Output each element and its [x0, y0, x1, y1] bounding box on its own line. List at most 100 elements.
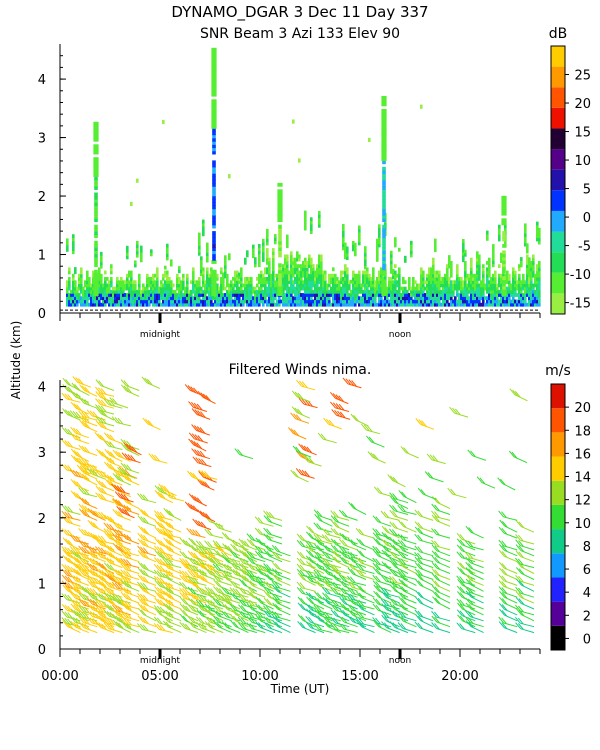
snr-cell: [202, 277, 205, 281]
wind-barb: [191, 424, 210, 436]
snr-cell: [136, 240, 139, 245]
snr-cell: [304, 217, 307, 221]
snr-cell: [94, 176, 98, 181]
snr-cell: [382, 211, 386, 216]
snr-cell: [206, 296, 209, 301]
snr-cell: [378, 270, 381, 275]
snr-cell: [394, 286, 397, 291]
snr-cell: [496, 299, 499, 304]
snr-cell: [134, 283, 137, 288]
wind-barb: [137, 567, 157, 580]
snr-cell: [312, 302, 315, 307]
snr-cell: [322, 273, 325, 278]
wind-barb: [120, 586, 140, 598]
snr-cell: [132, 296, 135, 301]
snr-cell: [494, 289, 497, 294]
snr-cell: [496, 293, 499, 297]
snr-cell: [400, 302, 403, 307]
wind-barb: [187, 556, 207, 569]
snr-cell: [254, 289, 257, 294]
snr-cell: [510, 293, 513, 297]
snr-cell: [458, 283, 461, 288]
snr-cell: [298, 264, 301, 268]
snr-cell: [124, 299, 127, 304]
snr-cell: [520, 293, 523, 297]
wind-barb: [61, 515, 81, 527]
snr-cell: [502, 299, 505, 304]
snr-cell: [220, 267, 223, 272]
snr-cell: [98, 277, 101, 281]
snr-cell: [464, 267, 467, 272]
snr-cell: [220, 286, 223, 291]
snr-cell: [512, 273, 515, 278]
snr-cell: [454, 286, 457, 291]
wind-barb: [116, 505, 135, 519]
snr-cell: [308, 257, 311, 262]
snr-cell: [156, 296, 159, 301]
wind-barb: [163, 590, 182, 604]
snr-cell: [116, 293, 119, 297]
snr-cell: [212, 244, 216, 248]
snr-cell: [460, 277, 463, 281]
snr-cell: [444, 302, 447, 307]
snr-cell: [278, 237, 282, 242]
snr-cell: [390, 277, 393, 281]
snr-cell: [518, 299, 521, 304]
snr-cell: [146, 299, 149, 304]
snr-cell: [336, 280, 339, 285]
snr-cell: [138, 299, 141, 304]
snr-cell: [194, 302, 197, 307]
snr-cell: [512, 302, 515, 307]
snr-cell: [262, 254, 265, 259]
wind-barb: [322, 562, 341, 574]
snr-cell: [524, 283, 527, 288]
wind-barb: [426, 453, 446, 465]
snr-cell: [74, 270, 77, 275]
snr-cell: [498, 237, 501, 242]
snr-cell: [524, 280, 527, 285]
snr-colorbar-swatch: [551, 231, 565, 253]
snr-cell: [378, 230, 381, 235]
snr-cell: [154, 299, 157, 304]
wind-barb: [339, 556, 358, 569]
snr-cell: [420, 296, 423, 301]
wind-barb: [70, 448, 90, 462]
snr-cell: [268, 299, 271, 304]
snr-cell: [88, 286, 91, 291]
snr-cell: [100, 255, 103, 259]
snr-cell: [216, 273, 219, 278]
snr-cell: [274, 237, 277, 242]
snr-cell: [242, 283, 245, 288]
snr-cell: [318, 277, 321, 281]
snr-cell: [258, 299, 261, 304]
snr-cell: [416, 296, 419, 301]
snr-cell: [348, 286, 351, 291]
wind-barb: [188, 493, 207, 507]
snr-cell: [198, 283, 201, 288]
snr-cell: [298, 283, 301, 288]
snr-cell: [160, 296, 163, 301]
snr-cell: [358, 277, 361, 281]
snr-cell: [420, 293, 423, 297]
wind-barb: [254, 516, 274, 527]
snr-cell: [100, 296, 103, 301]
snr-cell: [358, 270, 361, 275]
snr-cell: [118, 289, 121, 294]
snr-cell: [240, 283, 243, 288]
snr-cell: [206, 267, 209, 272]
snr-cell: [128, 293, 131, 297]
snr-cell: [211, 63, 217, 68]
snr-cell: [428, 267, 431, 272]
snr-cell: [410, 286, 413, 291]
wind-barb: [95, 591, 115, 604]
snr-cell: [468, 286, 471, 291]
wind-barb: [104, 543, 123, 557]
snr-cell: [352, 299, 355, 304]
snr-cell: [412, 283, 415, 288]
snr-cell: [106, 299, 109, 304]
snr-cell: [388, 280, 391, 285]
snr-cell: [536, 231, 539, 235]
wind-barb: [313, 509, 333, 521]
snr-cell: [272, 251, 275, 256]
snr-cell: [104, 299, 107, 304]
